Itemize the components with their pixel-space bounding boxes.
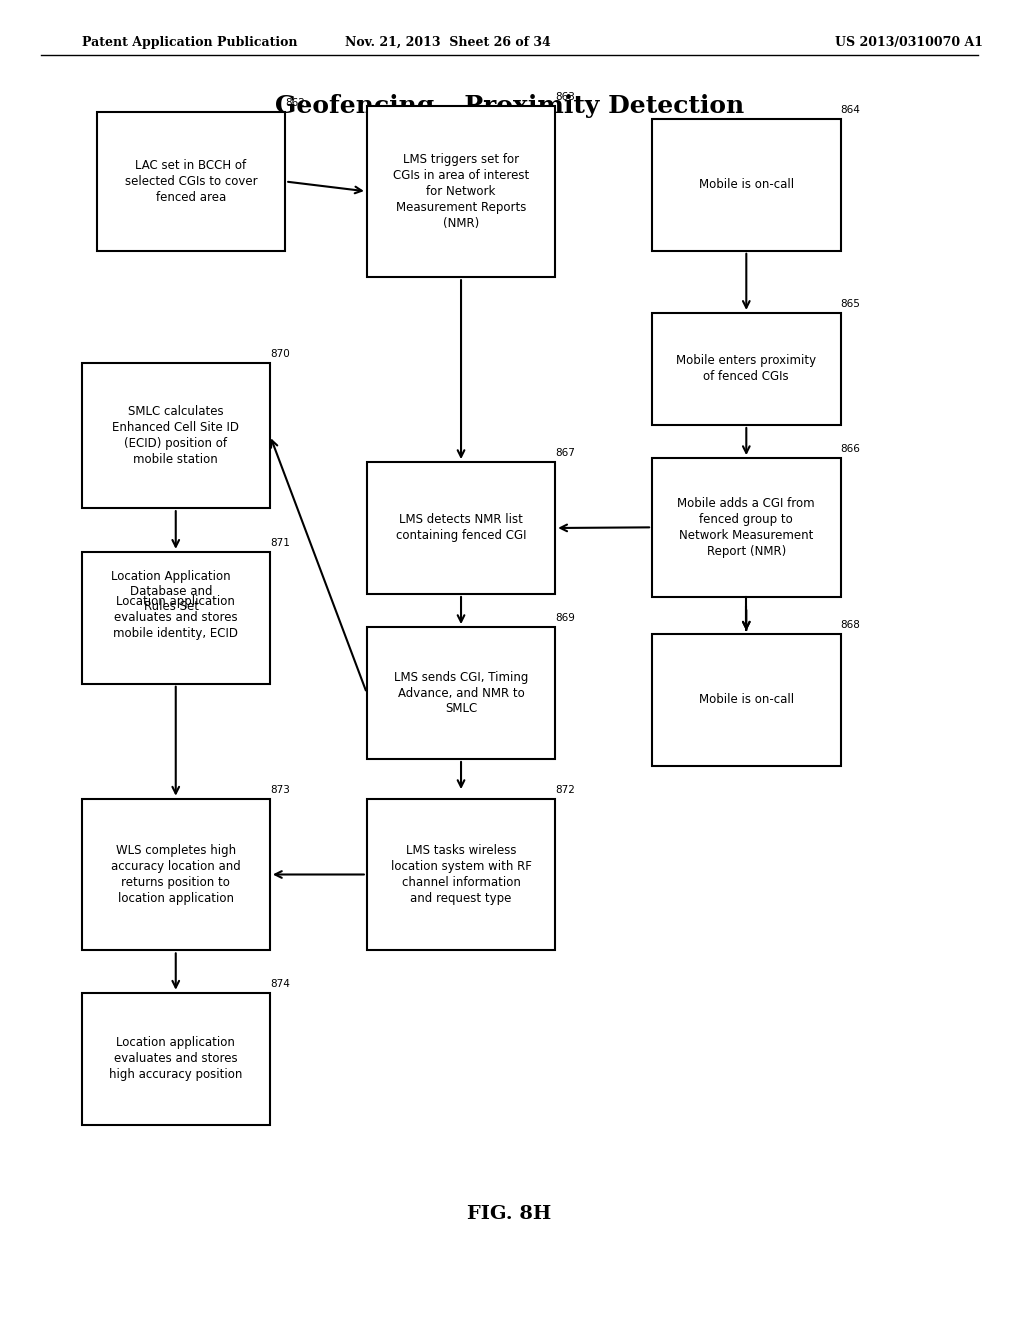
- Text: Wireless
Network: Wireless Network: [155, 161, 212, 191]
- Text: FIG. 8H: FIG. 8H: [467, 1205, 552, 1224]
- Text: Mobile is on-call: Mobile is on-call: [698, 693, 794, 706]
- Text: Geofencing – Proximity Detection: Geofencing – Proximity Detection: [274, 94, 744, 117]
- Text: 863: 863: [555, 91, 575, 102]
- Text: AMS System: AMS System: [445, 149, 532, 162]
- Text: 874: 874: [270, 978, 290, 989]
- Text: Nov. 21, 2013  Sheet 26 of 34: Nov. 21, 2013 Sheet 26 of 34: [345, 36, 551, 49]
- Text: LMS tasks wireless
location system with RF
channel information
and request type: LMS tasks wireless location system with …: [390, 843, 531, 906]
- FancyBboxPatch shape: [652, 634, 841, 766]
- Text: LMS triggers set for
CGIs in area of interest
for Network
Measurement Reports
(N: LMS triggers set for CGIs in area of int…: [393, 153, 529, 230]
- FancyBboxPatch shape: [367, 106, 555, 277]
- Text: 872: 872: [555, 784, 575, 795]
- Text: WLS completes high
accuracy location and
returns position to
location applicatio: WLS completes high accuracy location and…: [111, 843, 241, 906]
- Text: SMLC calculates
Enhanced Cell Site ID
(ECID) position of
mobile station: SMLC calculates Enhanced Cell Site ID (E…: [113, 405, 240, 466]
- Text: Location application
evaluates and stores
high accuracy position: Location application evaluates and store…: [110, 1036, 243, 1081]
- FancyBboxPatch shape: [82, 363, 270, 508]
- Text: 869: 869: [555, 612, 575, 623]
- FancyBboxPatch shape: [652, 313, 841, 425]
- Text: LMS detects NMR list
containing fenced CGI: LMS detects NMR list containing fenced C…: [396, 513, 526, 543]
- Text: LMS sends CGI, Timing
Advance, and NMR to
SMLC: LMS sends CGI, Timing Advance, and NMR t…: [394, 671, 528, 715]
- Text: 864: 864: [841, 104, 860, 115]
- Text: 873: 873: [270, 784, 290, 795]
- FancyBboxPatch shape: [82, 799, 270, 950]
- Text: 870: 870: [270, 348, 290, 359]
- Text: Location Application
Database and
Rules Set: Location Application Database and Rules …: [112, 570, 231, 612]
- FancyBboxPatch shape: [97, 112, 286, 251]
- FancyBboxPatch shape: [82, 552, 270, 684]
- Text: US 2013/0310070 A1: US 2013/0310070 A1: [836, 36, 983, 49]
- Text: 868: 868: [841, 619, 860, 630]
- FancyBboxPatch shape: [367, 462, 555, 594]
- FancyBboxPatch shape: [367, 627, 555, 759]
- Text: 867: 867: [555, 447, 575, 458]
- Text: 862: 862: [286, 98, 305, 108]
- Text: 866: 866: [841, 444, 860, 454]
- Text: Patent Application Publication: Patent Application Publication: [82, 36, 297, 49]
- Text: LAC set in BCCH of
selected CGIs to cover
fenced area: LAC set in BCCH of selected CGIs to cove…: [125, 158, 257, 205]
- Text: 865: 865: [841, 298, 860, 309]
- Text: 871: 871: [270, 537, 290, 548]
- FancyBboxPatch shape: [367, 799, 555, 950]
- FancyBboxPatch shape: [652, 119, 841, 251]
- Text: Mobile: Mobile: [772, 149, 817, 162]
- Text: Location application
evaluates and stores
mobile identity, ECID: Location application evaluates and store…: [114, 595, 239, 640]
- Text: Mobile enters proximity
of fenced CGIs: Mobile enters proximity of fenced CGIs: [676, 355, 816, 383]
- FancyBboxPatch shape: [652, 458, 841, 597]
- Text: Mobile is on-call: Mobile is on-call: [698, 178, 794, 191]
- Text: Mobile adds a CGI from
fenced group to
Network Measurement
Report (NMR): Mobile adds a CGI from fenced group to N…: [678, 496, 815, 558]
- FancyBboxPatch shape: [82, 993, 270, 1125]
